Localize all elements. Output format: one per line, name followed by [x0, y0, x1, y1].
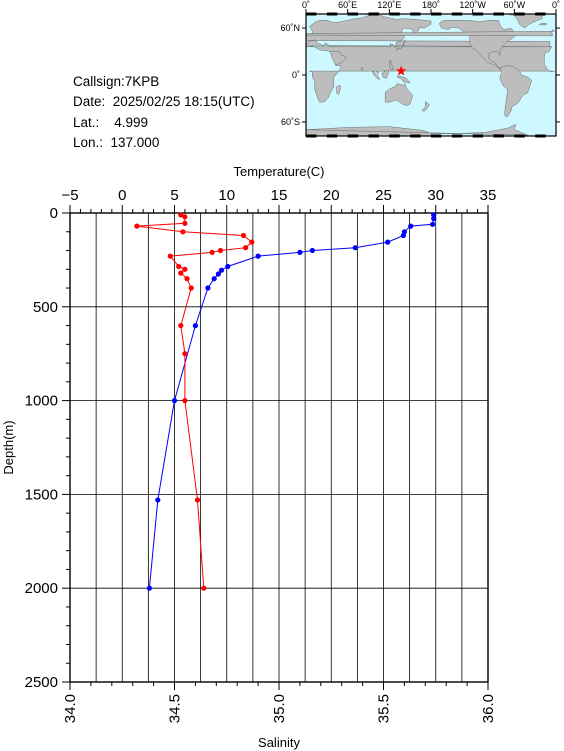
station-marker-icon	[395, 65, 407, 76]
salinity-data-point	[182, 214, 188, 220]
temperature-tick-label: 0	[118, 187, 126, 204]
salinity-data-point	[178, 323, 184, 329]
salinity-data-point	[209, 249, 215, 255]
salinity-data-point	[240, 232, 247, 239]
salinity-tick-label: 35.5	[376, 694, 393, 723]
depth-tick-label: 1000	[25, 393, 58, 410]
depth-tick-label: 2000	[25, 580, 58, 597]
map-lon-label: 0˚	[552, 0, 560, 10]
salinity-data-point	[217, 247, 224, 254]
date-text: Date: 2025/02/25 18:15(UTC)	[73, 94, 255, 110]
salinity-data-point	[184, 276, 190, 282]
longitude-text: Lon.: 137.000	[73, 134, 160, 150]
salinity-data-point	[188, 285, 194, 291]
temperature-tick-label: −5	[61, 187, 78, 204]
salinity-tick-label: 34.5	[167, 694, 184, 723]
salinity-axis-label: Salinity	[258, 735, 300, 750]
temperature-tick-label: 15	[271, 187, 288, 204]
station-info: Callsign:7KPB Date: 2025/02/25 18:15(UTC…	[73, 72, 255, 153]
salinity-data-point	[182, 266, 188, 272]
temperature-data-point	[297, 249, 303, 255]
salinity-data-point	[178, 270, 184, 276]
depth-tick-label: 500	[33, 299, 58, 316]
temperature-data-point	[385, 239, 391, 245]
temperature-data-point	[430, 221, 436, 227]
depth-tick-label: 1500	[25, 486, 58, 503]
land-madagascar	[336, 84, 341, 95]
temperature-data-point	[352, 245, 358, 251]
temperature-data-point	[255, 253, 261, 259]
temperature-data-point	[205, 285, 211, 291]
salinity-data-point	[134, 223, 140, 229]
land-eurasia	[305, 14, 552, 75]
temperature-data-point	[431, 212, 437, 218]
land-iceland	[539, 23, 547, 26]
land-africa	[305, 45, 555, 103]
temperature-data-point	[309, 247, 315, 254]
temperature-tick-label: 10	[218, 187, 235, 204]
map-lat-label: 0˚	[292, 70, 300, 80]
salinity-data-point	[243, 245, 249, 251]
map-lon-label: 0˚	[302, 0, 310, 10]
map-lat-label: 60˚N	[280, 23, 300, 33]
temperature-data-point	[215, 271, 221, 277]
land-australia	[385, 83, 413, 106]
latitude-text: Lat.: 4.999	[73, 114, 149, 130]
land-new-zealand	[421, 101, 430, 112]
salinity-data-point	[178, 212, 184, 218]
temperature-tick-label: 30	[427, 187, 444, 204]
land-borneo	[381, 70, 389, 79]
land-philippines	[389, 60, 394, 70]
salinity-data-point	[180, 229, 186, 235]
land-sri-lanka	[361, 66, 364, 71]
salinity-tick-label: 36.0	[480, 694, 497, 723]
salinity-data-point	[249, 239, 255, 245]
temperature-data-point	[408, 223, 414, 229]
depth-tick-label: 2500	[25, 674, 58, 691]
temperature-tick-label: 25	[375, 187, 392, 204]
temperature-data-point	[431, 216, 437, 222]
temperature-tick-label: 5	[170, 187, 178, 204]
salinity-data-point	[182, 398, 188, 404]
temperature-series-line	[148, 214, 435, 589]
land-arabia	[330, 51, 347, 66]
map-lon-label: 180˚	[422, 0, 440, 10]
map-lon-label: 120˚W	[459, 0, 486, 10]
temperature-tick-label: 20	[323, 187, 340, 204]
temperature-axis-label: Temperature(C)	[233, 164, 324, 179]
salinity-series-line	[136, 214, 253, 589]
temperature-data-point	[155, 497, 161, 503]
depth-tick-label: 0	[50, 205, 58, 222]
salinity-data-point	[201, 585, 207, 591]
temperature-data-point	[225, 263, 231, 270]
salinity-data-point	[182, 351, 188, 357]
temperature-data-point	[171, 398, 178, 404]
land-s-america	[499, 65, 532, 118]
map-lon-label: 60˚W	[504, 0, 526, 10]
salinity-tick-label: 35.0	[271, 694, 288, 723]
temperature-data-point	[218, 267, 225, 273]
temperature-tick-label: 35	[480, 187, 497, 204]
land-sumatra	[371, 70, 380, 80]
salinity-data-point	[176, 263, 182, 270]
land-uk	[306, 29, 555, 37]
land-new-guinea	[396, 75, 411, 84]
map-lon-label: 60˚E	[338, 0, 357, 10]
salinity-tick-label: 34.0	[62, 694, 79, 723]
salinity-data-point	[182, 220, 188, 226]
map-lon-label: 120˚E	[377, 0, 401, 10]
salinity-data-point	[194, 497, 201, 503]
callsign-text: Callsign:7KPB	[73, 74, 160, 89]
salinity-data-point	[167, 253, 173, 259]
temperature-data-point	[211, 276, 217, 282]
temperature-data-point	[192, 323, 198, 329]
map-lat-label: 60˚S	[281, 117, 300, 127]
temperature-data-point	[146, 585, 152, 591]
land-japan	[396, 39, 407, 51]
depth-axis-label: Depth(m)	[1, 420, 16, 474]
location-map: 0˚ 60˚E 120˚E 180˚ 120˚W 60˚W 0˚ 60˚N 0˚ 60˚S	[280, 0, 560, 138]
temperature-data-point	[400, 232, 406, 239]
